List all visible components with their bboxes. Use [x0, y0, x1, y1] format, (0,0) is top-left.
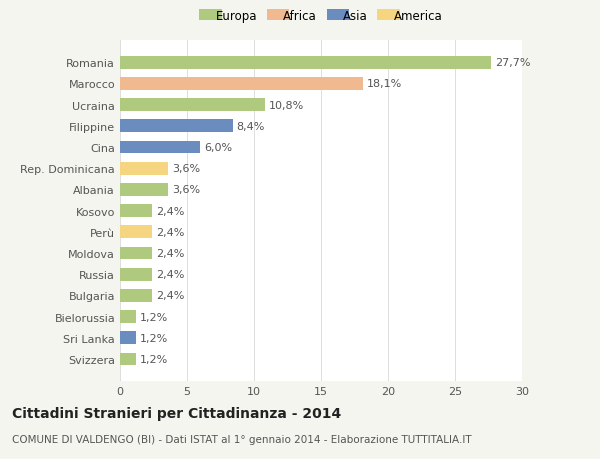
Text: 2,4%: 2,4% — [156, 248, 185, 258]
Text: COMUNE DI VALDENGO (BI) - Dati ISTAT al 1° gennaio 2014 - Elaborazione TUTTITALI: COMUNE DI VALDENGO (BI) - Dati ISTAT al … — [12, 434, 472, 444]
Bar — [120, 268, 152, 281]
Legend: Europa, Africa, Asia, America: Europa, Africa, Asia, America — [199, 10, 443, 23]
Text: 1,2%: 1,2% — [140, 354, 169, 364]
Bar — [120, 311, 136, 323]
Bar — [120, 332, 136, 344]
Text: 6,0%: 6,0% — [205, 143, 233, 153]
Bar — [120, 289, 152, 302]
Text: 8,4%: 8,4% — [236, 122, 265, 132]
Text: 2,4%: 2,4% — [156, 206, 185, 216]
Bar — [120, 57, 491, 69]
Bar — [120, 247, 152, 260]
Bar — [120, 120, 233, 133]
Text: 2,4%: 2,4% — [156, 227, 185, 237]
Bar — [120, 353, 136, 365]
Text: 1,2%: 1,2% — [140, 333, 169, 343]
Bar — [120, 162, 168, 175]
Text: 27,7%: 27,7% — [495, 58, 530, 68]
Text: 2,4%: 2,4% — [156, 269, 185, 280]
Text: 1,2%: 1,2% — [140, 312, 169, 322]
Bar — [120, 226, 152, 239]
Text: 3,6%: 3,6% — [172, 185, 200, 195]
Bar — [120, 99, 265, 112]
Text: 10,8%: 10,8% — [269, 101, 304, 110]
Text: 18,1%: 18,1% — [367, 79, 402, 89]
Text: 3,6%: 3,6% — [172, 164, 200, 174]
Bar — [120, 141, 200, 154]
Bar — [120, 184, 168, 196]
Bar — [120, 205, 152, 218]
Text: Cittadini Stranieri per Cittadinanza - 2014: Cittadini Stranieri per Cittadinanza - 2… — [12, 406, 341, 420]
Bar — [120, 78, 362, 90]
Text: 2,4%: 2,4% — [156, 291, 185, 301]
